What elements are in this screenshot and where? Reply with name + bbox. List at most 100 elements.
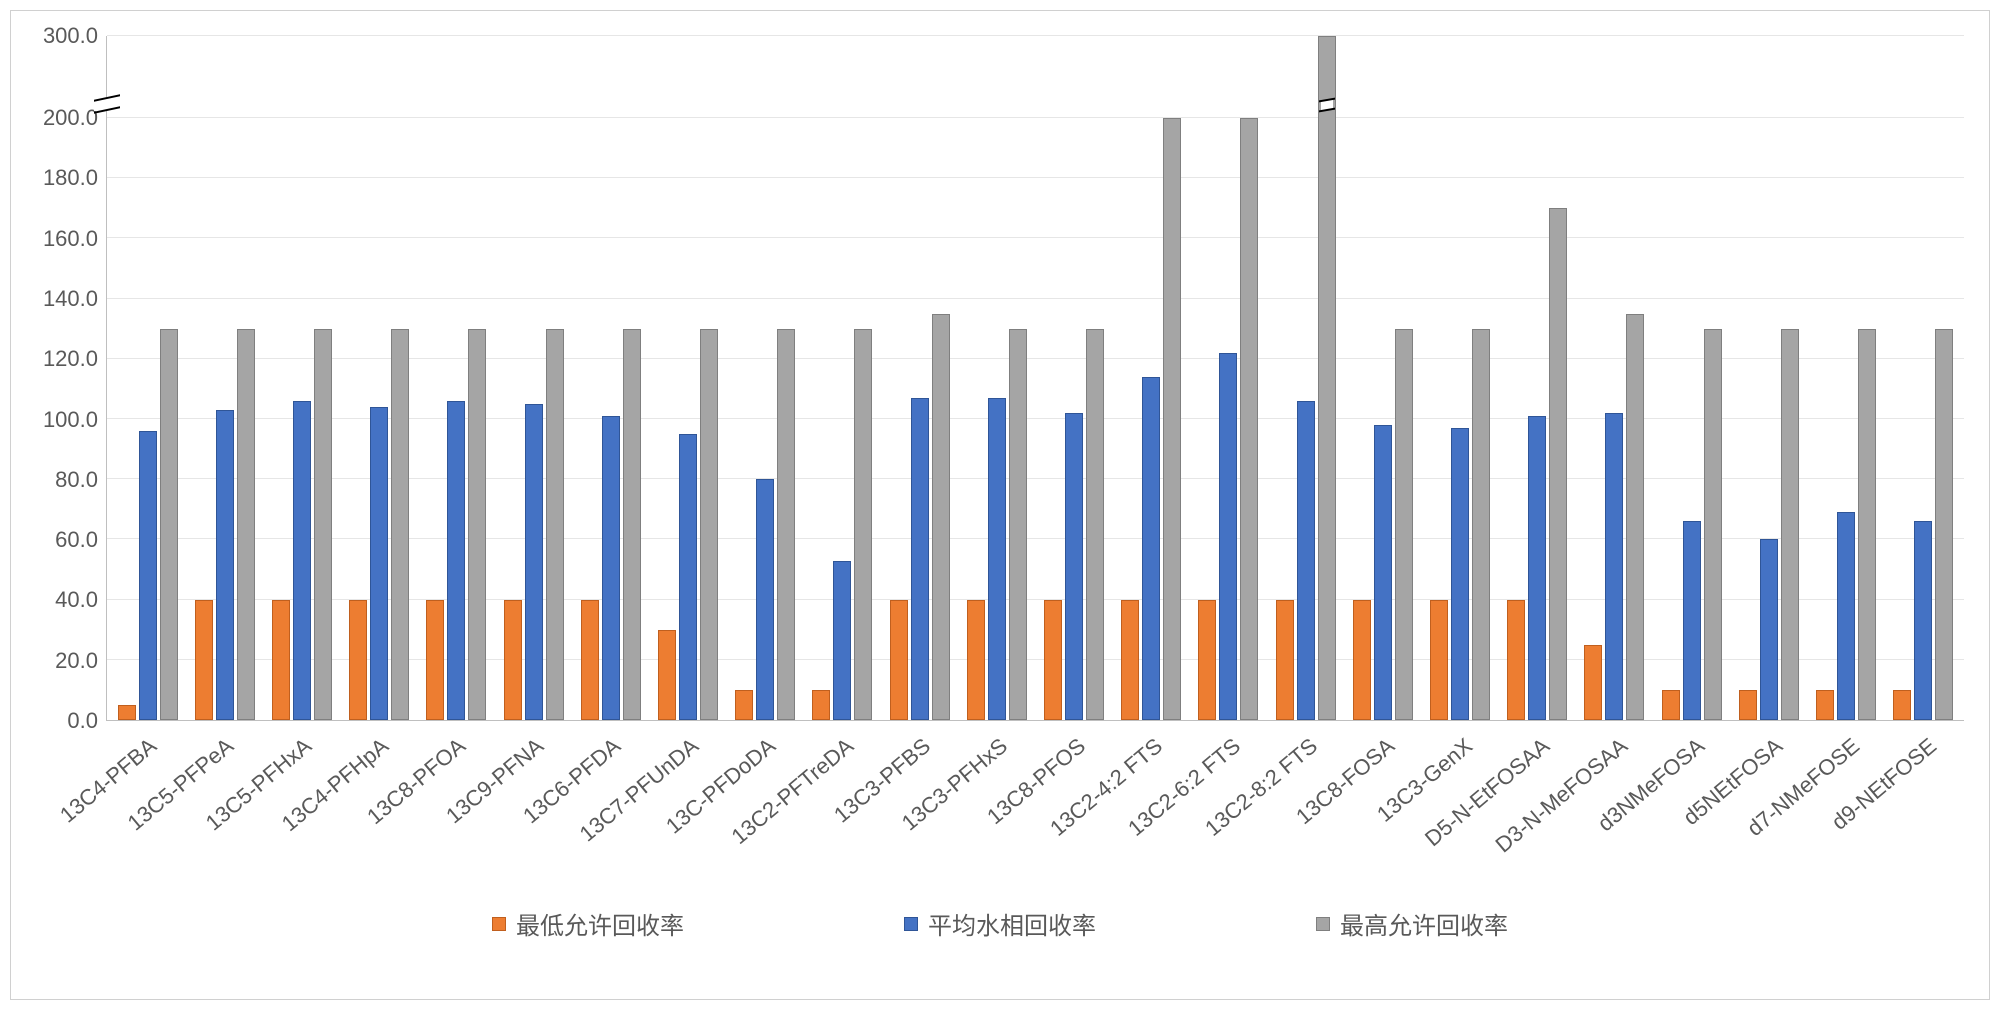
- bar-max: [391, 329, 409, 720]
- chart-frame: 0.020.040.060.080.0100.0120.0140.0160.01…: [10, 10, 1990, 1000]
- bar-avg: [1914, 521, 1932, 720]
- y-tick-label: 100.0: [43, 407, 98, 433]
- bar-avg: [370, 407, 388, 720]
- legend-swatch-icon: [1316, 917, 1330, 931]
- bar-group: [1190, 36, 1267, 720]
- legend: 最低允许回收率 平均水相回收率 最高允许回收率: [11, 906, 1989, 941]
- bar-min: [1353, 600, 1371, 720]
- bar-avg: [602, 416, 620, 720]
- bar-min: [812, 690, 830, 720]
- bar-avg: [1837, 512, 1855, 720]
- bar-max: [1704, 329, 1722, 720]
- plot: [106, 36, 1964, 721]
- bar-max: [160, 329, 178, 720]
- bar-group: [1576, 36, 1653, 720]
- bar-min: [1276, 600, 1294, 720]
- bar-max: [314, 329, 332, 720]
- bar-avg: [1528, 416, 1546, 720]
- bar-max: [468, 329, 486, 720]
- legend-label: 最高允许回收率: [1340, 906, 1508, 941]
- bar-group: [1421, 36, 1498, 720]
- bar-group: [418, 36, 495, 720]
- bar-group: [958, 36, 1035, 720]
- bar-min: [349, 600, 367, 720]
- bar-max: [854, 329, 872, 720]
- y-axis: 0.020.040.060.080.0100.0120.0140.0160.01…: [36, 36, 106, 721]
- x-axis: 13C4-PFBA13C5-PFPeA13C5-PFHxA13C4-PFHpA1…: [106, 721, 1964, 881]
- plot-area: 0.020.040.060.080.0100.0120.0140.0160.01…: [36, 36, 1964, 721]
- y-tick-label: 0.0: [67, 708, 98, 734]
- bar-group: [1499, 36, 1576, 720]
- x-tick-label: d9-NEtFOSE: [1887, 721, 1964, 881]
- bar-max: [1472, 329, 1490, 720]
- bar-max: [237, 329, 255, 720]
- bar-group: [649, 36, 726, 720]
- bar-max: [1086, 329, 1104, 720]
- bar-max: [1781, 329, 1799, 720]
- bar-avg: [1605, 413, 1623, 720]
- y-tick-label: 200.0: [43, 105, 98, 131]
- bar-max: [1549, 208, 1567, 720]
- bar-group: [263, 36, 340, 720]
- bar-group: [109, 36, 186, 720]
- bar-min: [581, 600, 599, 720]
- bar-avg: [833, 561, 851, 721]
- legend-item-min: 最低允许回收率: [492, 906, 684, 941]
- y-tick-label: 180.0: [43, 165, 98, 191]
- bar-max: [1240, 118, 1258, 720]
- bar-group: [341, 36, 418, 720]
- bar-avg: [1219, 353, 1237, 720]
- legend-label: 最低允许回收率: [516, 906, 684, 941]
- bar-group: [186, 36, 263, 720]
- bar-min: [1044, 600, 1062, 720]
- bar-avg: [1297, 401, 1315, 720]
- bar-group: [495, 36, 572, 720]
- bar-min: [1121, 600, 1139, 720]
- bar-max: [1626, 314, 1644, 720]
- bar-group: [1653, 36, 1730, 720]
- legend-swatch-icon: [904, 917, 918, 931]
- y-tick-label: 20.0: [55, 648, 98, 674]
- bar-avg: [756, 479, 774, 720]
- bar-min: [658, 630, 676, 720]
- y-tick-label: 80.0: [55, 467, 98, 493]
- bar-max: [777, 329, 795, 720]
- bar-group: [1267, 36, 1344, 720]
- bar-avg: [988, 398, 1006, 720]
- bar-min: [1816, 690, 1834, 720]
- bar-group: [1035, 36, 1112, 720]
- bar-avg: [1683, 521, 1701, 720]
- bar-group: [572, 36, 649, 720]
- bar-avg: [293, 401, 311, 720]
- bar-min: [118, 705, 136, 720]
- bar-max: [1009, 329, 1027, 720]
- bar-group: [1344, 36, 1421, 720]
- bar-max: [546, 329, 564, 720]
- bar-min: [1893, 690, 1911, 720]
- bar-max: [700, 329, 718, 720]
- bar-min: [735, 690, 753, 720]
- bar-avg: [1374, 425, 1392, 720]
- y-tick-label: 160.0: [43, 226, 98, 252]
- legend-swatch-icon: [492, 917, 506, 931]
- bar-avg: [525, 404, 543, 720]
- bar-avg: [1065, 413, 1083, 720]
- bar-group: [727, 36, 804, 720]
- bar-max: [623, 329, 641, 720]
- y-tick-label: 60.0: [55, 527, 98, 553]
- bar-max: [932, 314, 950, 720]
- bar-min: [504, 600, 522, 720]
- bar-min: [1507, 600, 1525, 720]
- y-tick-label: 300.0: [43, 23, 98, 49]
- bar-avg: [679, 434, 697, 720]
- bar-avg: [1760, 539, 1778, 720]
- legend-item-avg: 平均水相回收率: [904, 906, 1096, 941]
- bar-min: [272, 600, 290, 720]
- bar-group: [1807, 36, 1884, 720]
- y-axis-break-mark: [94, 97, 120, 111]
- bar-group: [881, 36, 958, 720]
- y-tick-label: 120.0: [43, 346, 98, 372]
- bar-avg: [139, 431, 157, 720]
- bar-group: [1113, 36, 1190, 720]
- bar-avg: [216, 410, 234, 720]
